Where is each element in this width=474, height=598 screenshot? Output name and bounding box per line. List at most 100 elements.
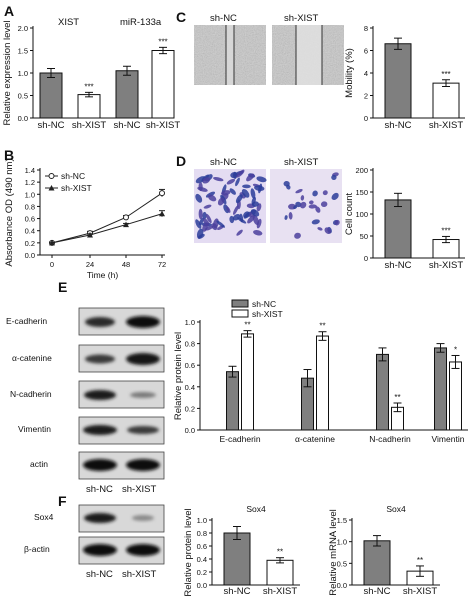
cell <box>232 205 239 215</box>
cell <box>198 208 203 220</box>
panel-label-b: B <box>4 147 14 163</box>
cell <box>203 204 212 209</box>
group-label-mir133a: miR-133a <box>120 17 162 28</box>
transwell-label-sh-nc: sh-NC <box>210 157 237 168</box>
panel-label-e: E <box>58 279 67 295</box>
blot-band <box>126 316 160 328</box>
legend-swatch <box>231 309 249 318</box>
y-tick-label: 0.4 <box>185 383 195 392</box>
x-tick-label: sh-NC <box>224 586 251 597</box>
cell <box>320 201 328 208</box>
cell <box>198 182 203 192</box>
x-tick-label: sh-NC <box>38 120 65 131</box>
data-point <box>49 239 55 246</box>
x-axis-label: Time (h) <box>87 270 118 280</box>
y-tick-label: 0.2 <box>25 239 35 248</box>
bar <box>223 532 251 586</box>
cell <box>322 190 328 196</box>
x-tick-label: sh-XIST <box>263 586 298 597</box>
blot-band <box>126 459 160 471</box>
bar <box>316 335 329 431</box>
cell <box>221 190 231 196</box>
bar <box>39 72 63 119</box>
cell <box>311 219 320 225</box>
x-tick-label: sh-NC <box>385 120 412 131</box>
x-tick-label: 0 <box>50 260 54 269</box>
blot-band <box>85 354 115 364</box>
cell <box>300 195 305 201</box>
y-tick-label: 0 <box>364 114 368 123</box>
y-tick-label: 0.8 <box>197 529 207 538</box>
blot-band <box>132 515 154 521</box>
significance-mark: * <box>454 345 457 354</box>
x-tick-label: 24 <box>86 260 94 269</box>
cell <box>251 201 259 207</box>
bar <box>384 199 412 259</box>
blot-band <box>83 544 117 556</box>
bar <box>77 94 101 119</box>
series-line <box>51 192 163 244</box>
x-tick-label: 72 <box>158 260 166 269</box>
y-tick-label: 0.0 <box>337 581 347 590</box>
x-tick-label: sh-XIST <box>72 120 107 131</box>
cell <box>213 176 224 182</box>
significance-mark: ** <box>244 321 250 330</box>
bar <box>449 361 462 431</box>
y-tick-label: 0.0 <box>18 114 28 123</box>
cell <box>208 194 217 202</box>
significance-mark: ** <box>277 548 283 557</box>
data-point <box>159 190 165 197</box>
y-tick-label: 0.0 <box>25 251 35 260</box>
significance-mark: *** <box>441 70 450 79</box>
blot-band <box>84 513 116 523</box>
blot-label-sox4: Sox4 <box>34 512 54 522</box>
charts-layer: 0.0 0.5 1.0 1.5 2.0 Relative expression level… <box>2 20 468 597</box>
series-line <box>51 213 163 244</box>
y-tick-label: 0.8 <box>185 340 195 349</box>
cell <box>334 219 340 226</box>
y-tick-label: 0.6 <box>185 361 195 370</box>
cell <box>331 174 337 180</box>
y-axis-label: Relative protein level <box>173 332 184 420</box>
y-axis-label: Relative mRNA level <box>328 509 339 596</box>
y-axis-label: Relative expression level <box>2 20 13 125</box>
lane-label-sh-nc: sh-NC <box>86 569 113 580</box>
y-tick-label: 0.8 <box>25 202 35 211</box>
x-tick-label: sh-NC <box>114 120 141 131</box>
panel-label-c: C <box>176 9 186 25</box>
cell <box>308 204 317 209</box>
x-tick-label: N-cadherin <box>369 434 411 444</box>
significance-mark: *** <box>84 82 93 91</box>
scratch-label-sh-xist: sh-XIST <box>284 13 319 24</box>
cell <box>315 206 321 213</box>
y-tick-label: 2.0 <box>18 24 28 33</box>
cell <box>229 188 236 195</box>
x-tick-label: α-catenine <box>295 434 335 444</box>
cell <box>216 220 226 228</box>
data-point <box>159 210 165 217</box>
y-tick-label: 50 <box>360 232 368 241</box>
y-tick-label: 0.2 <box>197 568 207 577</box>
transwell-image-sh-xist <box>270 169 342 243</box>
blot-label-vimentin: Vimentin <box>18 424 51 434</box>
x-tick-label: sh-XIST <box>429 120 464 131</box>
cell <box>308 200 314 205</box>
legend-label: sh-NC <box>252 299 276 309</box>
blot-band <box>130 392 156 398</box>
y-tick-label: 6 <box>364 47 368 56</box>
blot-panel-e: E-cadherin α-catenine N-cadherin Vimenti… <box>6 307 165 495</box>
cell <box>294 232 301 239</box>
panel-label-d: D <box>176 153 186 169</box>
y-tick-label: 0.5 <box>18 92 28 101</box>
cell <box>331 192 339 201</box>
blot-label-actin: actin <box>30 459 48 469</box>
lane-label-sh-xist: sh-XIST <box>122 484 157 495</box>
blot-panel-f: Sox4 β-actin sh-NC sh-XIST <box>24 504 165 580</box>
cell <box>295 189 303 194</box>
blot-band <box>126 353 160 365</box>
cell <box>226 178 236 185</box>
cell <box>217 197 225 206</box>
cell <box>241 189 250 198</box>
cell <box>250 188 256 199</box>
x-tick-label: Vimentin <box>432 434 465 444</box>
